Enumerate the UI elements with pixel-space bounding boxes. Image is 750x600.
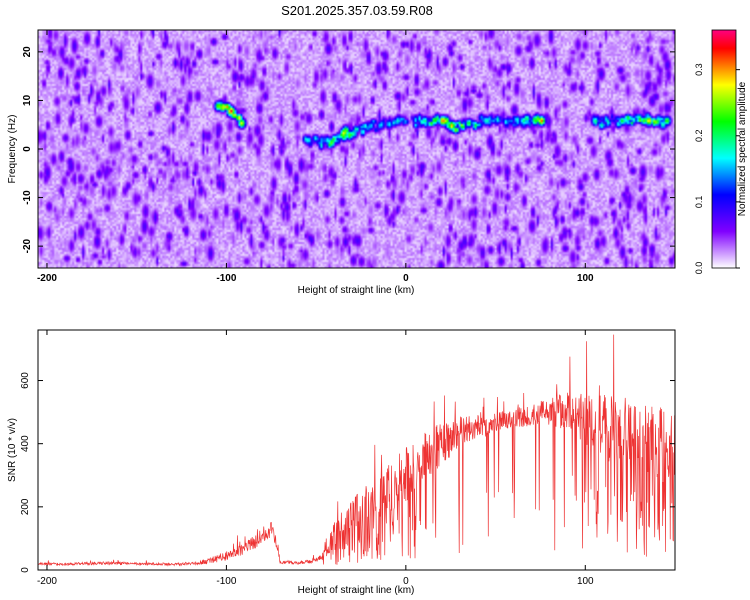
spectrogram-x-tick-label: 100 [577, 273, 594, 284]
snr-y-label: SNR (10 * v/v) [7, 418, 18, 482]
snr-x-tick-label: 0 [403, 576, 409, 587]
snr-y-axis: 0 200 400 600 [20, 372, 675, 573]
snr-x-tick-label: 100 [577, 576, 594, 587]
spectrogram-y-label: Frequency (Hz) [7, 115, 18, 184]
figure-title: S201.2025.357.03.59.R08 [281, 3, 433, 18]
spectrogram-x-tick-label: 0 [403, 273, 409, 284]
spectrogram-image [38, 30, 675, 268]
colorbar-axis: 0.0 0.1 0.2 0.3 [694, 63, 740, 274]
spectrogram-y-tick-label: -10 [22, 190, 33, 205]
colorbar: 0.0 0.1 0.2 0.3 Normalized spectral amplitu… [694, 29, 748, 274]
colorbar-tick-label: 0.0 [694, 262, 704, 275]
snr-panel: -200 -100 0 100 0 200 400 600 Height of straig… [7, 329, 676, 596]
spectrogram-x-tick-label: -200 [37, 273, 57, 284]
colorbar-tick-label: 0.2 [694, 130, 704, 143]
colorbar-tick-label: 0.1 [694, 196, 704, 209]
snr-y-tick-label: 400 [20, 435, 31, 452]
snr-series-line [37, 334, 676, 567]
spectrogram-x-axis: -200 -100 0 100 [37, 30, 594, 284]
snr-y-tick-label: 0 [20, 567, 31, 573]
spectrogram-y-tick-label: 10 [22, 94, 33, 106]
spectrogram-y-tick-label: 0 [22, 146, 33, 152]
snr-x-label: Height of straight line (km) [298, 585, 415, 596]
snr-frame [37, 329, 676, 571]
spectrogram-x-tick-label: -100 [216, 273, 236, 284]
snr-x-tick-label: -100 [216, 576, 236, 587]
spectrogram-x-label: Height of straight line (km) [298, 285, 415, 296]
spectrogram-y-axis: -20 -10 0 10 20 [22, 46, 675, 253]
colorbar-scale [711, 29, 737, 269]
snr-x-tick-label: -200 [37, 576, 57, 587]
snr-y-tick-label: 600 [20, 372, 31, 389]
snr-x-axis: -200 -100 0 100 [37, 330, 594, 587]
spectrogram-y-tick-label: 20 [22, 46, 33, 58]
colorbar-tick-label: 0.3 [694, 63, 704, 76]
snr-y-tick-label: 200 [20, 498, 31, 515]
spectrogram-y-tick-label: -20 [22, 238, 33, 253]
colorbar-label: Normalized spectral amplitude [737, 81, 748, 216]
